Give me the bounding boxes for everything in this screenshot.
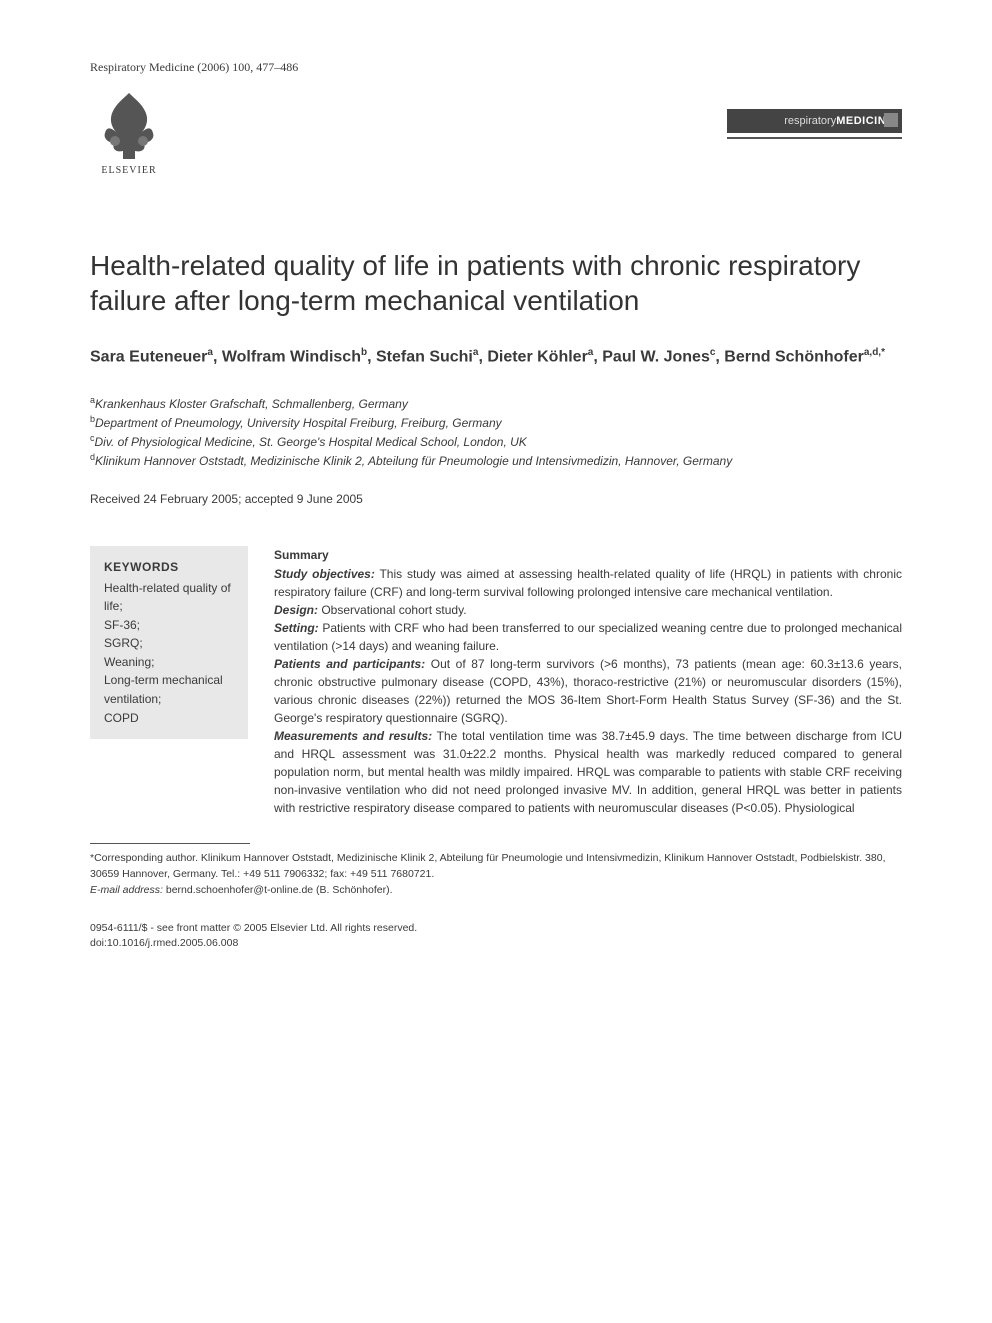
journal-underline <box>727 137 902 139</box>
author-affil-sup: a,d,* <box>864 347 885 358</box>
journal-name-bold: MEDICINE <box>836 115 894 127</box>
footnotes: *Corresponding author. Klinikum Hannover… <box>90 850 902 899</box>
author-name: Paul W. Jones <box>602 348 710 365</box>
setting-text: Patients with CRF who had been transferr… <box>274 621 902 653</box>
email-value: bernd.schoenhofer@t-online.de (B. Schönh… <box>163 884 393 896</box>
participants-label: Patients and participants: <box>274 657 425 671</box>
corresponding-author-note: *Corresponding author. Klinikum Hannover… <box>90 850 902 883</box>
design-label: Design: <box>274 603 318 617</box>
article-dates: Received 24 February 2005; accepted 9 Ju… <box>90 492 902 506</box>
author-affil-sup: c <box>710 347 716 358</box>
article-title: Health-related quality of life in patien… <box>90 248 902 318</box>
keyword-line: Long-term mechanical ventilation; <box>104 671 234 708</box>
journal-citation: Respiratory Medicine (2006) 100, 477–486 <box>90 60 902 75</box>
affiliation-line: dKlinikum Hannover Oststadt, Medizinisch… <box>90 451 902 470</box>
summary-heading: Summary <box>274 546 902 564</box>
elsevier-tree-icon <box>93 85 165 163</box>
journal-brand-block: respiratoryMEDICINE <box>727 85 902 139</box>
summary-block: Summary Study objectives: This study was… <box>274 546 902 817</box>
publisher-block: ELSEVIER <box>90 85 168 176</box>
bottom-block: 0954-6111/$ - see front matter © 2005 El… <box>90 921 902 953</box>
doi-line: doi:10.1016/j.rmed.2005.06.008 <box>90 936 902 952</box>
header-row: ELSEVIER respiratoryMEDICINE <box>90 85 902 176</box>
author-affil-sup: b <box>361 347 367 358</box>
keywords-heading: KEYWORDS <box>104 558 234 577</box>
affiliation-line: aKrankenhaus Kloster Grafschaft, Schmall… <box>90 394 902 413</box>
email-label: E-mail address: <box>90 884 163 896</box>
keywords-box: KEYWORDS Health-related quality of life;… <box>90 546 248 739</box>
author-affil-sup: a <box>588 347 594 358</box>
objectives-label: Study objectives: <box>274 567 375 581</box>
author-name: Bernd Schönhofer <box>724 348 864 365</box>
author-name: Sara Euteneuer <box>90 348 207 365</box>
keyword-line: Weaning; <box>104 653 234 672</box>
keyword-line: SGRQ; <box>104 634 234 653</box>
email-line: E-mail address: bernd.schoenhofer@t-onli… <box>90 882 902 898</box>
journal-name-light: respiratory <box>784 115 836 127</box>
author-name: Wolfram Windisch <box>222 348 361 365</box>
affiliation-list: aKrankenhaus Kloster Grafschaft, Schmall… <box>90 394 902 470</box>
keywords-items: Health-related quality of life;SF-36;SGR… <box>104 579 234 728</box>
affiliation-line: cDiv. of Physiological Medicine, St. Geo… <box>90 432 902 451</box>
footnote-rule <box>90 843 250 844</box>
keyword-line: SF-36; <box>104 616 234 635</box>
publisher-name: ELSEVIER <box>101 165 156 176</box>
journal-badge: respiratoryMEDICINE <box>727 109 902 133</box>
setting-label: Setting: <box>274 621 319 635</box>
author-name: Dieter Köhler <box>487 348 587 365</box>
author-name: Stefan Suchi <box>376 348 473 365</box>
keyword-line: COPD <box>104 709 234 728</box>
author-affil-sup: a <box>207 347 213 358</box>
author-affil-sup: a <box>473 347 479 358</box>
affiliation-line: bDepartment of Pneumology, University Ho… <box>90 413 902 432</box>
author-list: Sara Euteneuera, Wolfram Windischb, Stef… <box>90 346 902 368</box>
design-text: Observational cohort study. <box>318 603 467 617</box>
abstract-row: KEYWORDS Health-related quality of life;… <box>90 546 902 817</box>
results-label: Measurements and results: <box>274 729 432 743</box>
keyword-line: Health-related quality of life; <box>104 579 234 616</box>
copyright-line: 0954-6111/$ - see front matter © 2005 El… <box>90 921 902 937</box>
